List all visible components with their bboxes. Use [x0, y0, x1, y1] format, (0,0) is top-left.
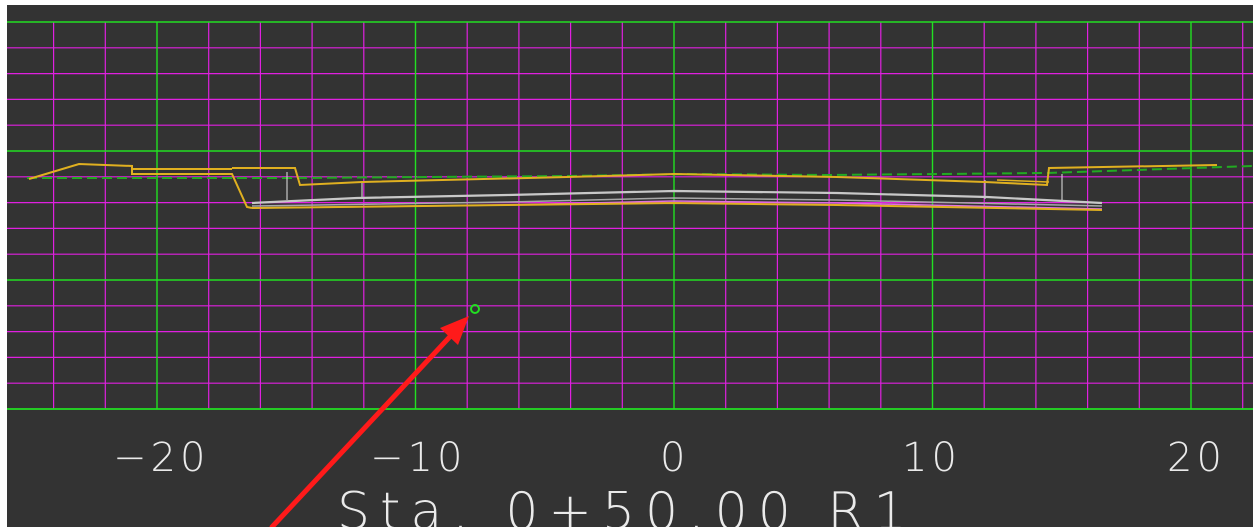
- cross-section-canvas[interactable]: [7, 5, 1253, 527]
- pavement-layers: [251, 172, 1103, 207]
- x-axis-label-neg20: −20: [113, 435, 210, 481]
- finished-grade-line: [28, 162, 1218, 211]
- major-grid: [7, 21, 1253, 410]
- x-axis-label-neg10: −10: [370, 435, 467, 481]
- x-axis-label-0: 0: [660, 435, 690, 481]
- red-arrow-icon: [269, 316, 469, 527]
- station-label: Sta. 0+50.00 R1: [337, 482, 917, 527]
- cross-section-viewport[interactable]: −20 −10 0 10 20 Sta. 0+50.00 R1: [7, 5, 1253, 527]
- minor-grid: [7, 22, 1253, 409]
- x-axis-label-20: 20: [1167, 435, 1226, 481]
- snap-point-marker[interactable]: [470, 304, 480, 314]
- x-axis-label-10: 10: [902, 435, 961, 481]
